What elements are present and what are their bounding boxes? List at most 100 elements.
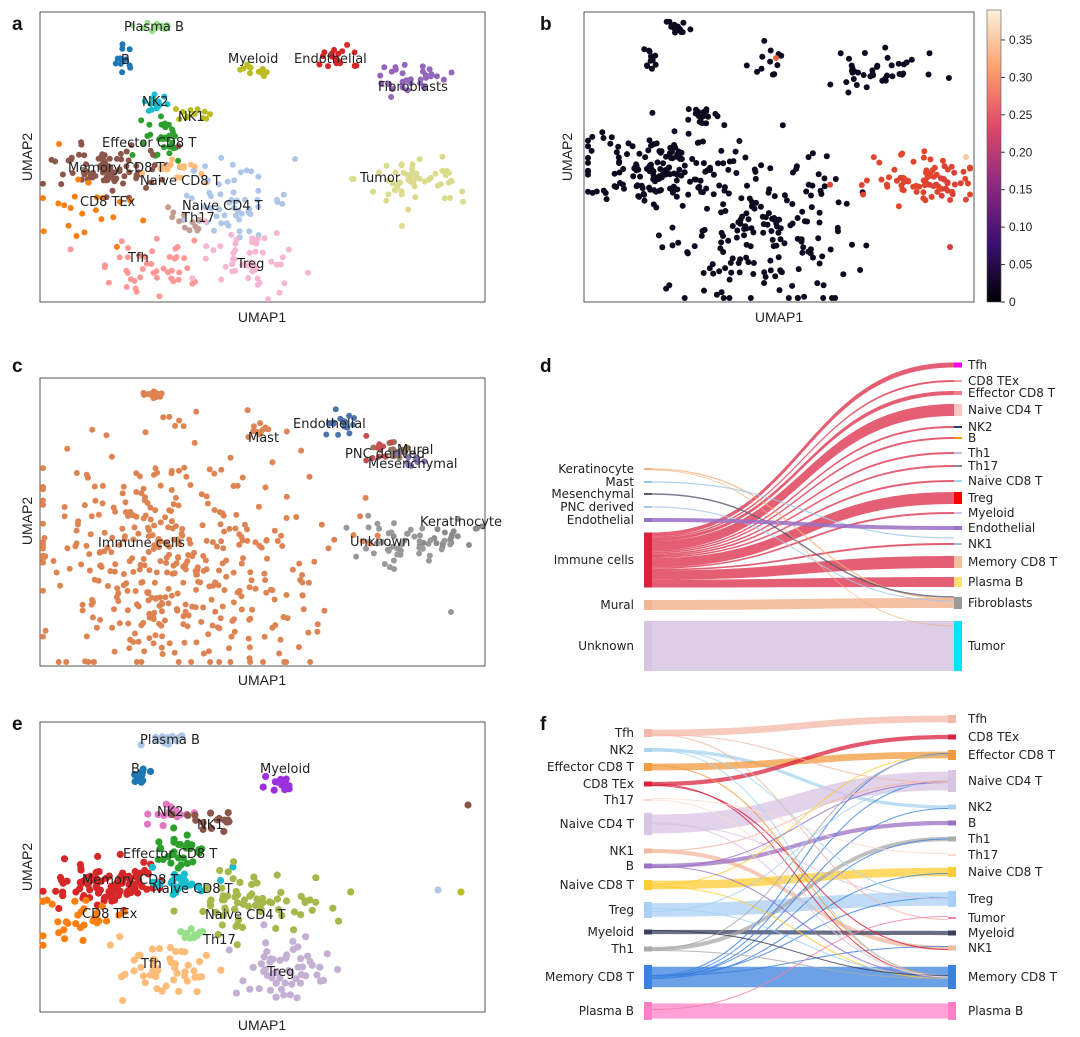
cluster-label-c-unknown: Unknown <box>350 535 410 550</box>
point-c-immune-cells <box>280 614 287 620</box>
point-a-naive-cd8-t <box>198 170 205 177</box>
sankey-d-left-node-immune-cells <box>644 532 652 588</box>
point-b <box>648 65 655 72</box>
point-c-immune-cells <box>283 592 290 598</box>
point-c-immune-cells <box>166 413 173 420</box>
point-c-immune-cells <box>321 607 328 614</box>
point-c-endothelial <box>346 412 353 419</box>
point-c-immune-cells <box>142 429 149 436</box>
point-c-immune-cells <box>202 557 209 564</box>
point-e-th17 <box>193 932 201 940</box>
point-c-immune-cells <box>296 644 302 651</box>
point-a-memory-cd8-t <box>99 156 106 163</box>
point-e-tfh <box>139 972 147 980</box>
point-b <box>717 245 724 252</box>
point-e-naive-cd4-t <box>231 905 239 913</box>
point-c-unknown <box>343 524 350 531</box>
point-e-tfh <box>148 945 156 953</box>
point-a-treg <box>202 255 209 262</box>
point-a-naive-cd4-t <box>231 177 238 184</box>
point-c-immune-cells <box>246 584 253 591</box>
point-b <box>926 50 933 57</box>
point-b <box>649 109 656 116</box>
point-a-cd8-tex <box>79 210 86 217</box>
point-e-naive-cd4-t <box>202 884 211 892</box>
point-c-pnc-derived <box>363 457 370 464</box>
point-c-immune-cells <box>73 470 80 476</box>
point-c-immune-cells <box>236 541 243 548</box>
sankey-f-left-node-b <box>644 863 652 869</box>
point-a-naive-cd4-t <box>218 154 225 161</box>
point-e-naive-cd4-t <box>291 908 299 916</box>
point-a-effector-cd8-t <box>169 128 176 135</box>
point-a-memory-cd8-t <box>76 151 82 158</box>
point-b <box>713 291 720 298</box>
point-c-immune-cells <box>252 539 259 546</box>
point-b <box>669 242 676 249</box>
point-c-immune-cells <box>331 536 338 543</box>
point-c-immune-cells <box>296 560 303 567</box>
plot-frame-c <box>39 377 486 667</box>
sankey-d-left-label-immune-cells: Immune cells <box>554 553 634 567</box>
point-b <box>809 150 816 157</box>
sankey-f-right-node-b <box>948 820 956 826</box>
point-a-naive-cd4-t <box>218 220 225 227</box>
point-b <box>585 137 591 144</box>
point-a-tumor <box>442 172 449 179</box>
point-b <box>888 62 895 69</box>
point-e-memory-cd8-t <box>95 868 103 876</box>
point-b <box>772 273 779 280</box>
point-c-immune-cells <box>227 454 234 461</box>
point-a-memory-cd8-t <box>148 179 155 186</box>
point-e-naive-cd8-t <box>152 881 161 890</box>
point-e-treg <box>304 952 312 960</box>
point-b <box>794 295 801 301</box>
point-c-immune-cells <box>133 659 140 665</box>
point-c-immune-cells <box>119 490 126 497</box>
point-e-naive-cd4-t <box>265 898 274 906</box>
point-b <box>616 169 623 176</box>
sankey-d-right-node-naive-cd4-t <box>954 404 962 416</box>
point-c-immune-cells <box>89 426 96 433</box>
point-a-cd8-tex <box>98 216 105 223</box>
point-e-naive-cd4-t <box>347 888 355 896</box>
sankey-d-right-label-treg: Treg <box>967 491 993 505</box>
sankey-f-right-node-tfh <box>948 715 956 723</box>
point-c-immune-cells <box>165 600 172 607</box>
point-c-unknown <box>448 609 454 615</box>
point-c-immune-cells <box>124 587 131 594</box>
point-c-immune-cells <box>209 622 216 629</box>
point-e-naive-cd4-t <box>329 904 337 912</box>
point-e-cd8-tex <box>62 918 70 926</box>
point-b <box>710 270 717 277</box>
point-b <box>777 225 784 232</box>
point-a-effector-cd8-t <box>146 121 153 128</box>
point-c-immune-cells <box>159 608 165 615</box>
point-a-tfh <box>181 255 188 262</box>
point-c-immune-cells <box>152 465 159 472</box>
point-a-memory-cd8-t <box>117 150 124 157</box>
point-c-immune-cells <box>121 533 128 540</box>
point-c-immune-cells <box>283 515 290 521</box>
cluster-label-c-mast: Mast <box>248 431 279 446</box>
sankey-f-right-label-cd8-tex: CD8 TEx <box>968 730 1019 744</box>
point-c-immune-cells <box>283 493 290 500</box>
point-c-immune-cells <box>111 568 118 575</box>
point-b <box>884 72 890 79</box>
point-c-immune-cells <box>83 633 90 640</box>
colorbar-tick-label: 0.25 <box>1009 108 1033 122</box>
point-c-immune-cells <box>269 624 276 631</box>
point-e-tfh <box>141 979 149 987</box>
point-b <box>656 175 663 182</box>
point-e-tfh <box>172 948 180 956</box>
point-b <box>681 295 688 301</box>
point-b <box>823 153 830 160</box>
sankey-f-right-node-nk2 <box>948 804 956 810</box>
point-b <box>779 122 786 129</box>
point-e-nk2 <box>144 810 152 818</box>
point-a-tfh <box>116 254 123 261</box>
point-b <box>861 50 868 56</box>
point-c-immune-cells <box>132 588 139 594</box>
point-c-immune-cells <box>180 613 187 620</box>
